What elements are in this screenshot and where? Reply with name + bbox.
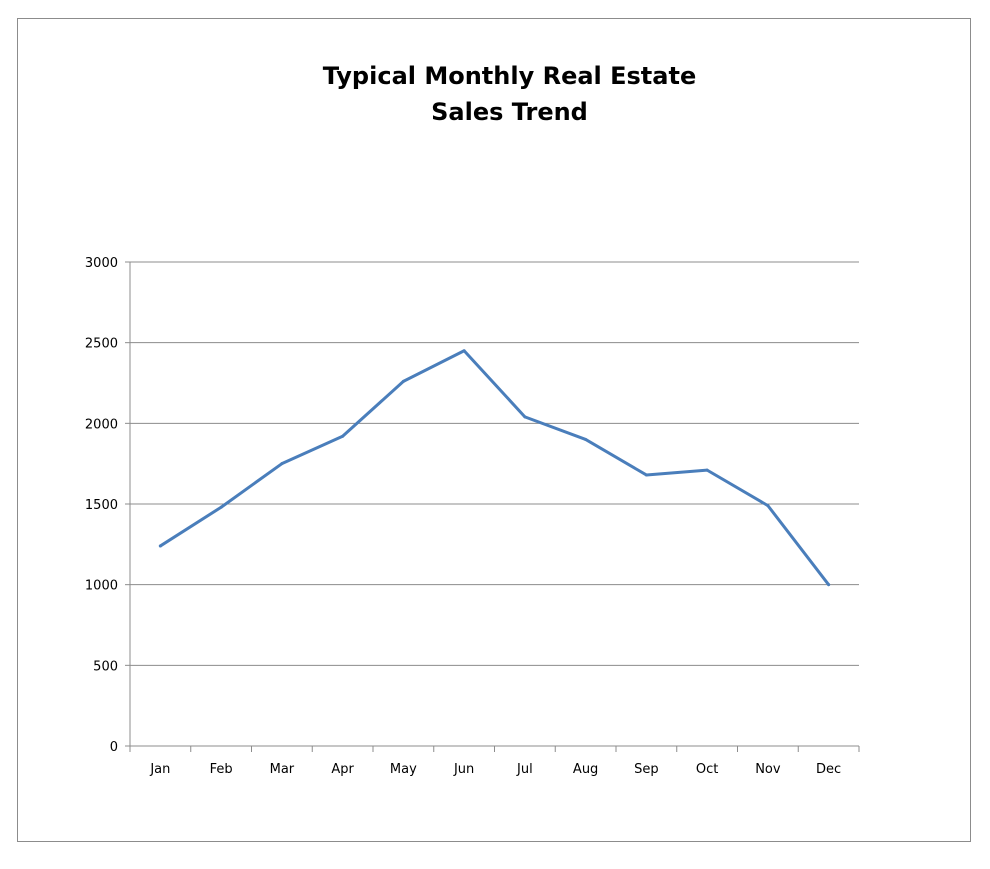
x-tick-label: Sep <box>634 762 659 777</box>
data-point-oct <box>705 468 709 472</box>
gridlines <box>130 261 859 666</box>
x-tick-label: May <box>390 762 417 777</box>
y-tick-label: 1500 <box>85 498 118 513</box>
x-tick-label: Apr <box>331 762 354 777</box>
data-point-may <box>401 379 405 383</box>
data-point-jun <box>462 349 466 353</box>
y-tick-label: 3000 <box>85 256 118 271</box>
x-tick-label: Oct <box>696 762 718 777</box>
y-tick-label: 2500 <box>85 337 118 352</box>
x-tick-label: Dec <box>816 762 841 777</box>
chart-title: Typical Monthly Real Estate Sales Trend <box>17 58 990 130</box>
series-layer <box>158 349 831 587</box>
data-point-nov <box>766 504 770 508</box>
x-tick-label: Nov <box>755 762 781 777</box>
x-tick-label: Jul <box>516 762 533 777</box>
x-tick-label: Mar <box>270 762 295 777</box>
chart-title-line-1: Typical Monthly Real Estate <box>322 62 697 90</box>
x-tick-label: Feb <box>210 762 233 777</box>
y-tick-label: 0 <box>110 740 118 755</box>
y-tick-labels: 0 500 1000 1500 2000 2500 3000 <box>85 256 118 755</box>
x-tick-label: Aug <box>573 762 598 777</box>
series-line <box>158 349 831 587</box>
x-tick-label: Jun <box>453 762 474 777</box>
data-point-apr <box>341 434 345 438</box>
y-tick-label: 500 <box>93 659 118 674</box>
data-point-aug <box>584 437 588 441</box>
chart-title-line-2: Sales Trend <box>431 98 588 126</box>
data-point-feb <box>219 505 223 509</box>
data-point-jan <box>158 544 162 548</box>
y-tick-label: 2000 <box>85 417 118 432</box>
data-point-sep <box>644 473 648 477</box>
y-tick-label: 1000 <box>85 579 118 594</box>
chart-frame <box>17 18 971 842</box>
x-tick-label: Jan <box>149 762 170 777</box>
data-point-jul <box>523 415 527 419</box>
data-point-mar <box>280 462 284 466</box>
axes <box>125 261 860 752</box>
data-point-dec <box>827 583 831 587</box>
x-tick-labels: Jan Feb Mar Apr May Jun Jul Aug Sep Oct Nov Dec <box>149 762 841 777</box>
